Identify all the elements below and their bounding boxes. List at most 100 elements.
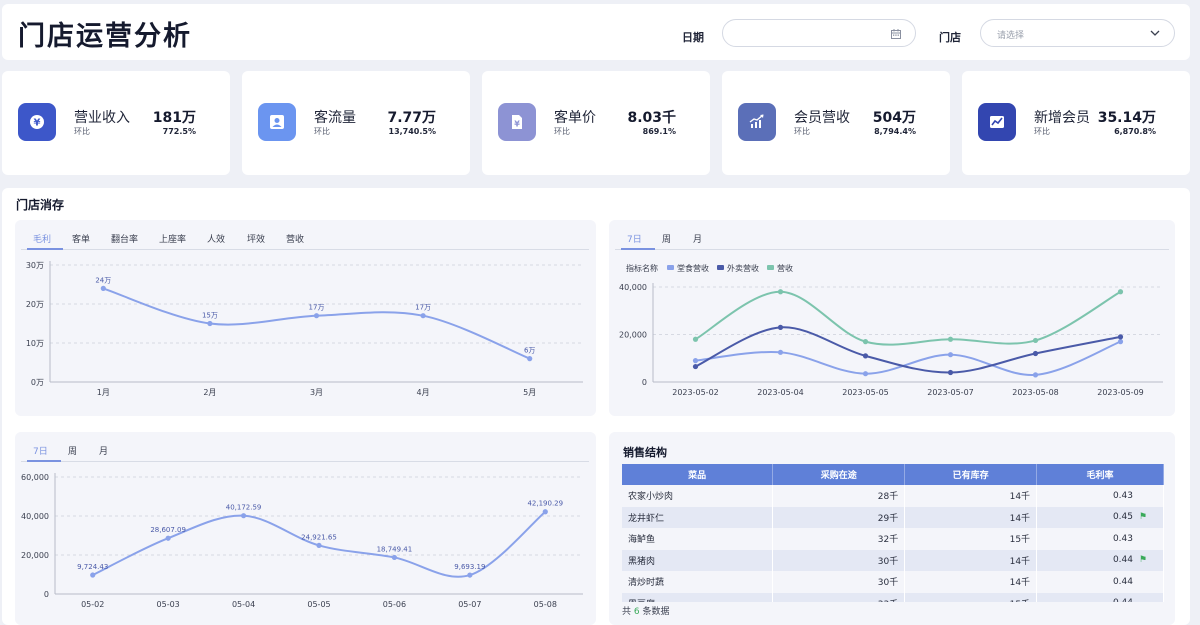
sales-table: 菜品 采购在途 已有库存 毛利率 农家小炒肉 28千 14千 0.43 龙井虾仁 29千 1…: [622, 464, 1164, 602]
kpi-value: 8.03千: [627, 110, 676, 126]
kpi-change: 8,794.4%: [874, 127, 916, 136]
data-point: [1117, 289, 1124, 295]
legend-label: 堂食营收: [677, 263, 709, 273]
cell-dish-name-text: 清炒时蔬: [628, 578, 665, 589]
cell-stock: 14千: [904, 549, 1038, 571]
daily-revenue-line-chart: 0 20,000 40,000 60,000 05-02 05-03 05-04 05-05 0…: [21, 473, 583, 609]
cell-dish-name: 龙井虾仁: [622, 506, 774, 528]
tab-occupancy[interactable]: 上座率: [159, 235, 187, 245]
data-point: [207, 320, 213, 327]
table-row[interactable]: 黑豆腐 33千 15千 0.44: [622, 592, 1164, 602]
column-header[interactable]: 采购在途: [772, 464, 906, 485]
column-header[interactable]: 毛利率: [1036, 464, 1164, 485]
x-tick-label: 1月: [97, 388, 110, 397]
data-point: [947, 336, 954, 342]
tab-table-turnover[interactable]: 翻台率: [111, 235, 139, 245]
svg-text:¥: ¥: [514, 120, 520, 129]
cell-stock: 15千: [904, 528, 1038, 550]
cell-stock-text: 14千: [1009, 492, 1031, 503]
store-label: 门店: [939, 31, 961, 44]
data-point: [1032, 350, 1039, 357]
y-tick-label: 20,000: [21, 551, 49, 560]
tab-week[interactable]: 周: [662, 235, 672, 245]
data-point: [777, 324, 784, 330]
data-point: [313, 313, 320, 319]
kpi-change: 13,740.5%: [388, 127, 437, 136]
data-point: [316, 542, 322, 549]
x-tick-label: 05-04: [232, 600, 255, 609]
trend-chart-icon: [749, 114, 764, 128]
cell-stock: 14千: [904, 485, 1038, 507]
cell-stock: 14千: [904, 571, 1038, 593]
tab-area-efficiency[interactable]: 坪效: [247, 235, 266, 245]
flag-icon: ⚑: [1138, 512, 1147, 523]
cell-stock-text: 14千: [1009, 513, 1031, 524]
daily-revenue-card: 7日 周 月 0 20,000 40,000 60,000 05-02 05-03 05-0…: [15, 432, 596, 625]
column-header[interactable]: 已有库存: [904, 464, 1038, 485]
cell-in-transit: 28千: [772, 485, 906, 507]
cell-margin-text: 0.43: [1112, 490, 1133, 501]
data-point: [692, 336, 699, 342]
chevron-down-icon: [1150, 30, 1160, 36]
cell-margin: 0.43: [1036, 528, 1164, 550]
kpi-compare-label: 环比: [794, 127, 810, 136]
kpi-value: 504万: [872, 110, 916, 126]
revenue-trend-card: 7日 周 月 0 20,000 40,000 2023-05-02 2023-05-04…: [609, 220, 1175, 416]
tab-month[interactable]: 月: [693, 235, 703, 245]
column-header[interactable]: 菜品: [622, 464, 774, 485]
svg-text:¥: ¥: [34, 118, 41, 129]
data-point: [777, 349, 784, 355]
cell-dish-name: 清炒时蔬: [622, 571, 774, 593]
data-label: 24,921.65: [301, 533, 337, 541]
kpi-icon-box: ¥: [498, 103, 536, 141]
header-bar: 门店运营分析 日期 门店 请选择: [2, 4, 1190, 60]
tab-7-days[interactable]: 7日: [627, 235, 642, 245]
tab-month[interactable]: 月: [99, 447, 109, 457]
x-tick-label: 2023-05-04: [757, 388, 804, 397]
kpi-value: 181万: [152, 110, 196, 126]
sales-title: 销售结构: [623, 446, 667, 459]
kpi-card-traffic: 客流量 环比 7.77万 13,740.5%: [242, 71, 470, 175]
kpi-name: 营业收入: [74, 110, 130, 126]
x-tick-label: 05-08: [534, 600, 557, 609]
kpi-card-avg-spend: ¥ 客单价 环比 8.03千 869.1%: [482, 71, 710, 175]
table-row[interactable]: 海鲈鱼 32千 15千 0.43: [622, 528, 1164, 550]
y-tick-label: 0: [44, 590, 49, 599]
x-tick-label: 05-03: [157, 600, 180, 609]
y-tick-label: 10万: [26, 339, 44, 348]
data-label: 40,172.59: [226, 504, 262, 512]
data-point: [165, 535, 171, 541]
cell-margin-text: 0.44: [1112, 555, 1133, 566]
cell-margin-text: 0.45: [1112, 512, 1133, 523]
tab-week[interactable]: 周: [68, 447, 78, 457]
cell-in-transit-text: 29千: [877, 513, 899, 524]
cell-in-transit: 32千: [772, 528, 906, 550]
tab-per-customer[interactable]: 客单: [72, 235, 91, 245]
cell-margin-text: 0.43: [1112, 533, 1133, 544]
kpi-compare-label: 环比: [314, 127, 330, 136]
table-row[interactable]: 龙井虾仁 29千 14千 0.45 ⚑: [622, 506, 1164, 528]
cell-dish-name: 农家小炒肉: [622, 485, 774, 507]
kpi-icon-box: ¥: [18, 103, 56, 141]
x-tick-label: 05-05: [307, 600, 330, 609]
data-point: [1032, 372, 1039, 378]
kpi-name: 客流量: [314, 110, 356, 126]
date-picker[interactable]: [722, 19, 916, 47]
data-point: [947, 369, 954, 376]
tab-gross-profit[interactable]: 毛利: [33, 235, 52, 245]
table-row[interactable]: 黑猪肉 30千 14千 0.44 ⚑: [622, 549, 1164, 571]
table-row[interactable]: 农家小炒肉 28千 14千 0.43: [622, 485, 1164, 507]
kpi-icon-box: [978, 103, 1016, 141]
legend-swatch: [767, 265, 774, 270]
cell-in-transit: 29千: [772, 506, 906, 528]
store-select[interactable]: 请选择: [980, 19, 1175, 47]
series-line: [695, 290, 1121, 346]
cell-margin-text: 0.44: [1113, 598, 1133, 602]
tab-revenue[interactable]: 营收: [286, 235, 305, 245]
revenue-multi-line-chart: 0 20,000 40,000 2023-05-02 2023-05-04 2023-05…: [619, 263, 1163, 397]
y-tick-label: 20,000: [619, 331, 647, 340]
tab-7-days[interactable]: 7日: [33, 447, 48, 457]
tab-staff-efficiency[interactable]: 人效: [207, 235, 226, 245]
table-row[interactable]: 清炒时蔬 30千 14千 0.44: [622, 571, 1164, 593]
cell-in-transit-text: 30千: [877, 578, 899, 589]
